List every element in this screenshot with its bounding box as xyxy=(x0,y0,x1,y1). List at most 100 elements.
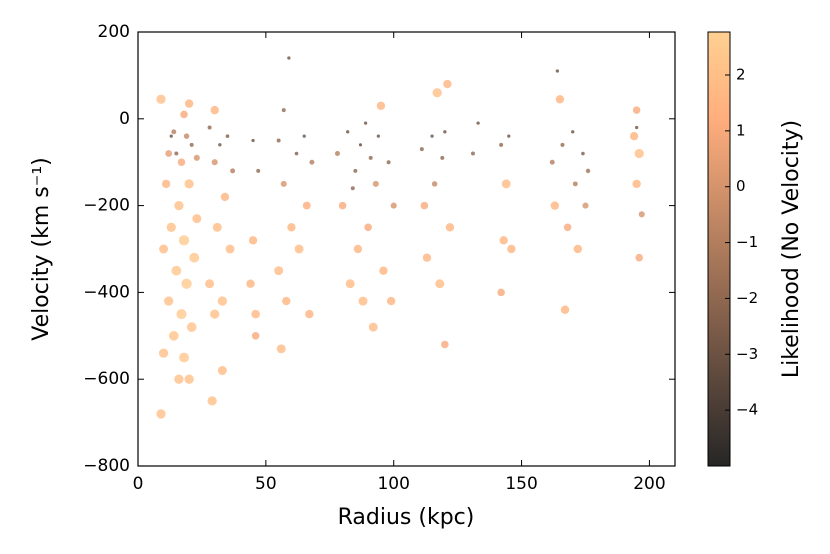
data-point xyxy=(302,134,306,138)
colorbar xyxy=(707,31,731,467)
data-point xyxy=(159,244,169,254)
data-point xyxy=(156,409,166,419)
data-point xyxy=(563,223,572,232)
data-point xyxy=(294,151,299,156)
data-point xyxy=(184,99,194,108)
data-point xyxy=(180,110,188,119)
x-tick-label: 150 xyxy=(505,474,537,494)
data-point xyxy=(372,180,379,187)
data-point xyxy=(161,179,171,189)
y-tick-label: −600 xyxy=(83,369,130,389)
data-point xyxy=(470,151,475,156)
data-point xyxy=(192,214,202,224)
data-point xyxy=(217,296,228,306)
y-axis-label: Velocity (km s⁻¹) xyxy=(29,157,54,341)
data-point xyxy=(193,154,200,161)
data-point xyxy=(189,252,200,263)
data-point xyxy=(431,181,438,187)
data-point xyxy=(276,344,286,354)
data-point xyxy=(363,121,368,125)
data-point xyxy=(497,288,505,297)
data-point xyxy=(560,142,565,147)
x-tick-label: 200 xyxy=(633,474,665,494)
data-point xyxy=(346,130,350,134)
colorbar-tick-label: −1 xyxy=(736,233,758,251)
data-point xyxy=(189,142,194,147)
plot-frame xyxy=(137,31,676,467)
data-point xyxy=(183,133,190,139)
data-point xyxy=(165,150,173,157)
data-point xyxy=(581,151,585,156)
data-point xyxy=(256,168,261,173)
data-point xyxy=(499,142,504,147)
data-point xyxy=(184,374,194,384)
data-point xyxy=(251,138,255,143)
colorbar-tick-label: −2 xyxy=(736,289,758,307)
data-point xyxy=(632,106,641,114)
data-point xyxy=(555,69,560,73)
data-point xyxy=(225,134,230,138)
colorbar-label: Likelihood (No Velocity) xyxy=(779,120,804,378)
data-point xyxy=(422,253,432,262)
data-point xyxy=(476,121,480,125)
data-point xyxy=(207,396,217,406)
data-point xyxy=(345,279,355,289)
data-point xyxy=(585,168,591,174)
data-point xyxy=(443,79,452,89)
data-point xyxy=(560,305,570,314)
data-point xyxy=(635,253,643,262)
data-point xyxy=(186,322,197,332)
data-point xyxy=(376,134,381,138)
data-point xyxy=(280,180,287,187)
x-tick-label: 100 xyxy=(377,474,409,494)
data-point xyxy=(210,309,220,319)
data-point xyxy=(441,340,449,349)
data-point xyxy=(217,366,227,375)
data-point xyxy=(572,181,578,187)
data-point xyxy=(368,322,378,332)
data-point xyxy=(174,151,179,156)
data-point xyxy=(390,202,397,209)
data-point xyxy=(171,265,182,276)
data-point xyxy=(420,201,429,210)
data-point xyxy=(582,202,589,209)
data-point xyxy=(376,101,386,110)
data-point xyxy=(207,125,212,130)
data-point xyxy=(309,159,315,165)
data-point xyxy=(338,201,347,210)
data-point xyxy=(164,296,174,306)
data-point xyxy=(435,279,445,289)
data-point xyxy=(251,332,260,340)
colorbar-tick-label: −4 xyxy=(736,401,758,419)
data-point xyxy=(386,296,396,306)
data-point xyxy=(364,223,372,232)
data-point xyxy=(212,222,222,232)
data-point xyxy=(205,279,215,289)
data-point xyxy=(550,201,560,210)
data-point xyxy=(379,266,388,275)
data-point xyxy=(287,223,296,232)
data-point xyxy=(555,95,565,104)
data-point xyxy=(350,186,355,191)
data-point xyxy=(287,56,291,60)
data-point xyxy=(174,200,184,211)
data-point xyxy=(358,296,368,306)
data-point xyxy=(168,330,179,341)
data-point xyxy=(176,309,187,320)
data-point xyxy=(507,134,511,138)
x-axis-label: Radius (kpc) xyxy=(338,505,475,530)
data-point xyxy=(334,151,340,156)
data-point xyxy=(419,147,424,152)
data-point xyxy=(507,244,516,254)
data-point xyxy=(302,201,311,210)
data-point xyxy=(210,105,219,115)
data-point xyxy=(177,158,186,166)
data-point xyxy=(246,279,255,288)
data-point xyxy=(276,138,281,143)
data-point xyxy=(638,211,645,218)
data-point xyxy=(353,244,363,254)
data-point xyxy=(178,235,190,246)
y-tick-label: 200 xyxy=(98,22,130,42)
y-tick-label: −200 xyxy=(83,196,130,216)
x-tick-label: 50 xyxy=(255,474,277,494)
